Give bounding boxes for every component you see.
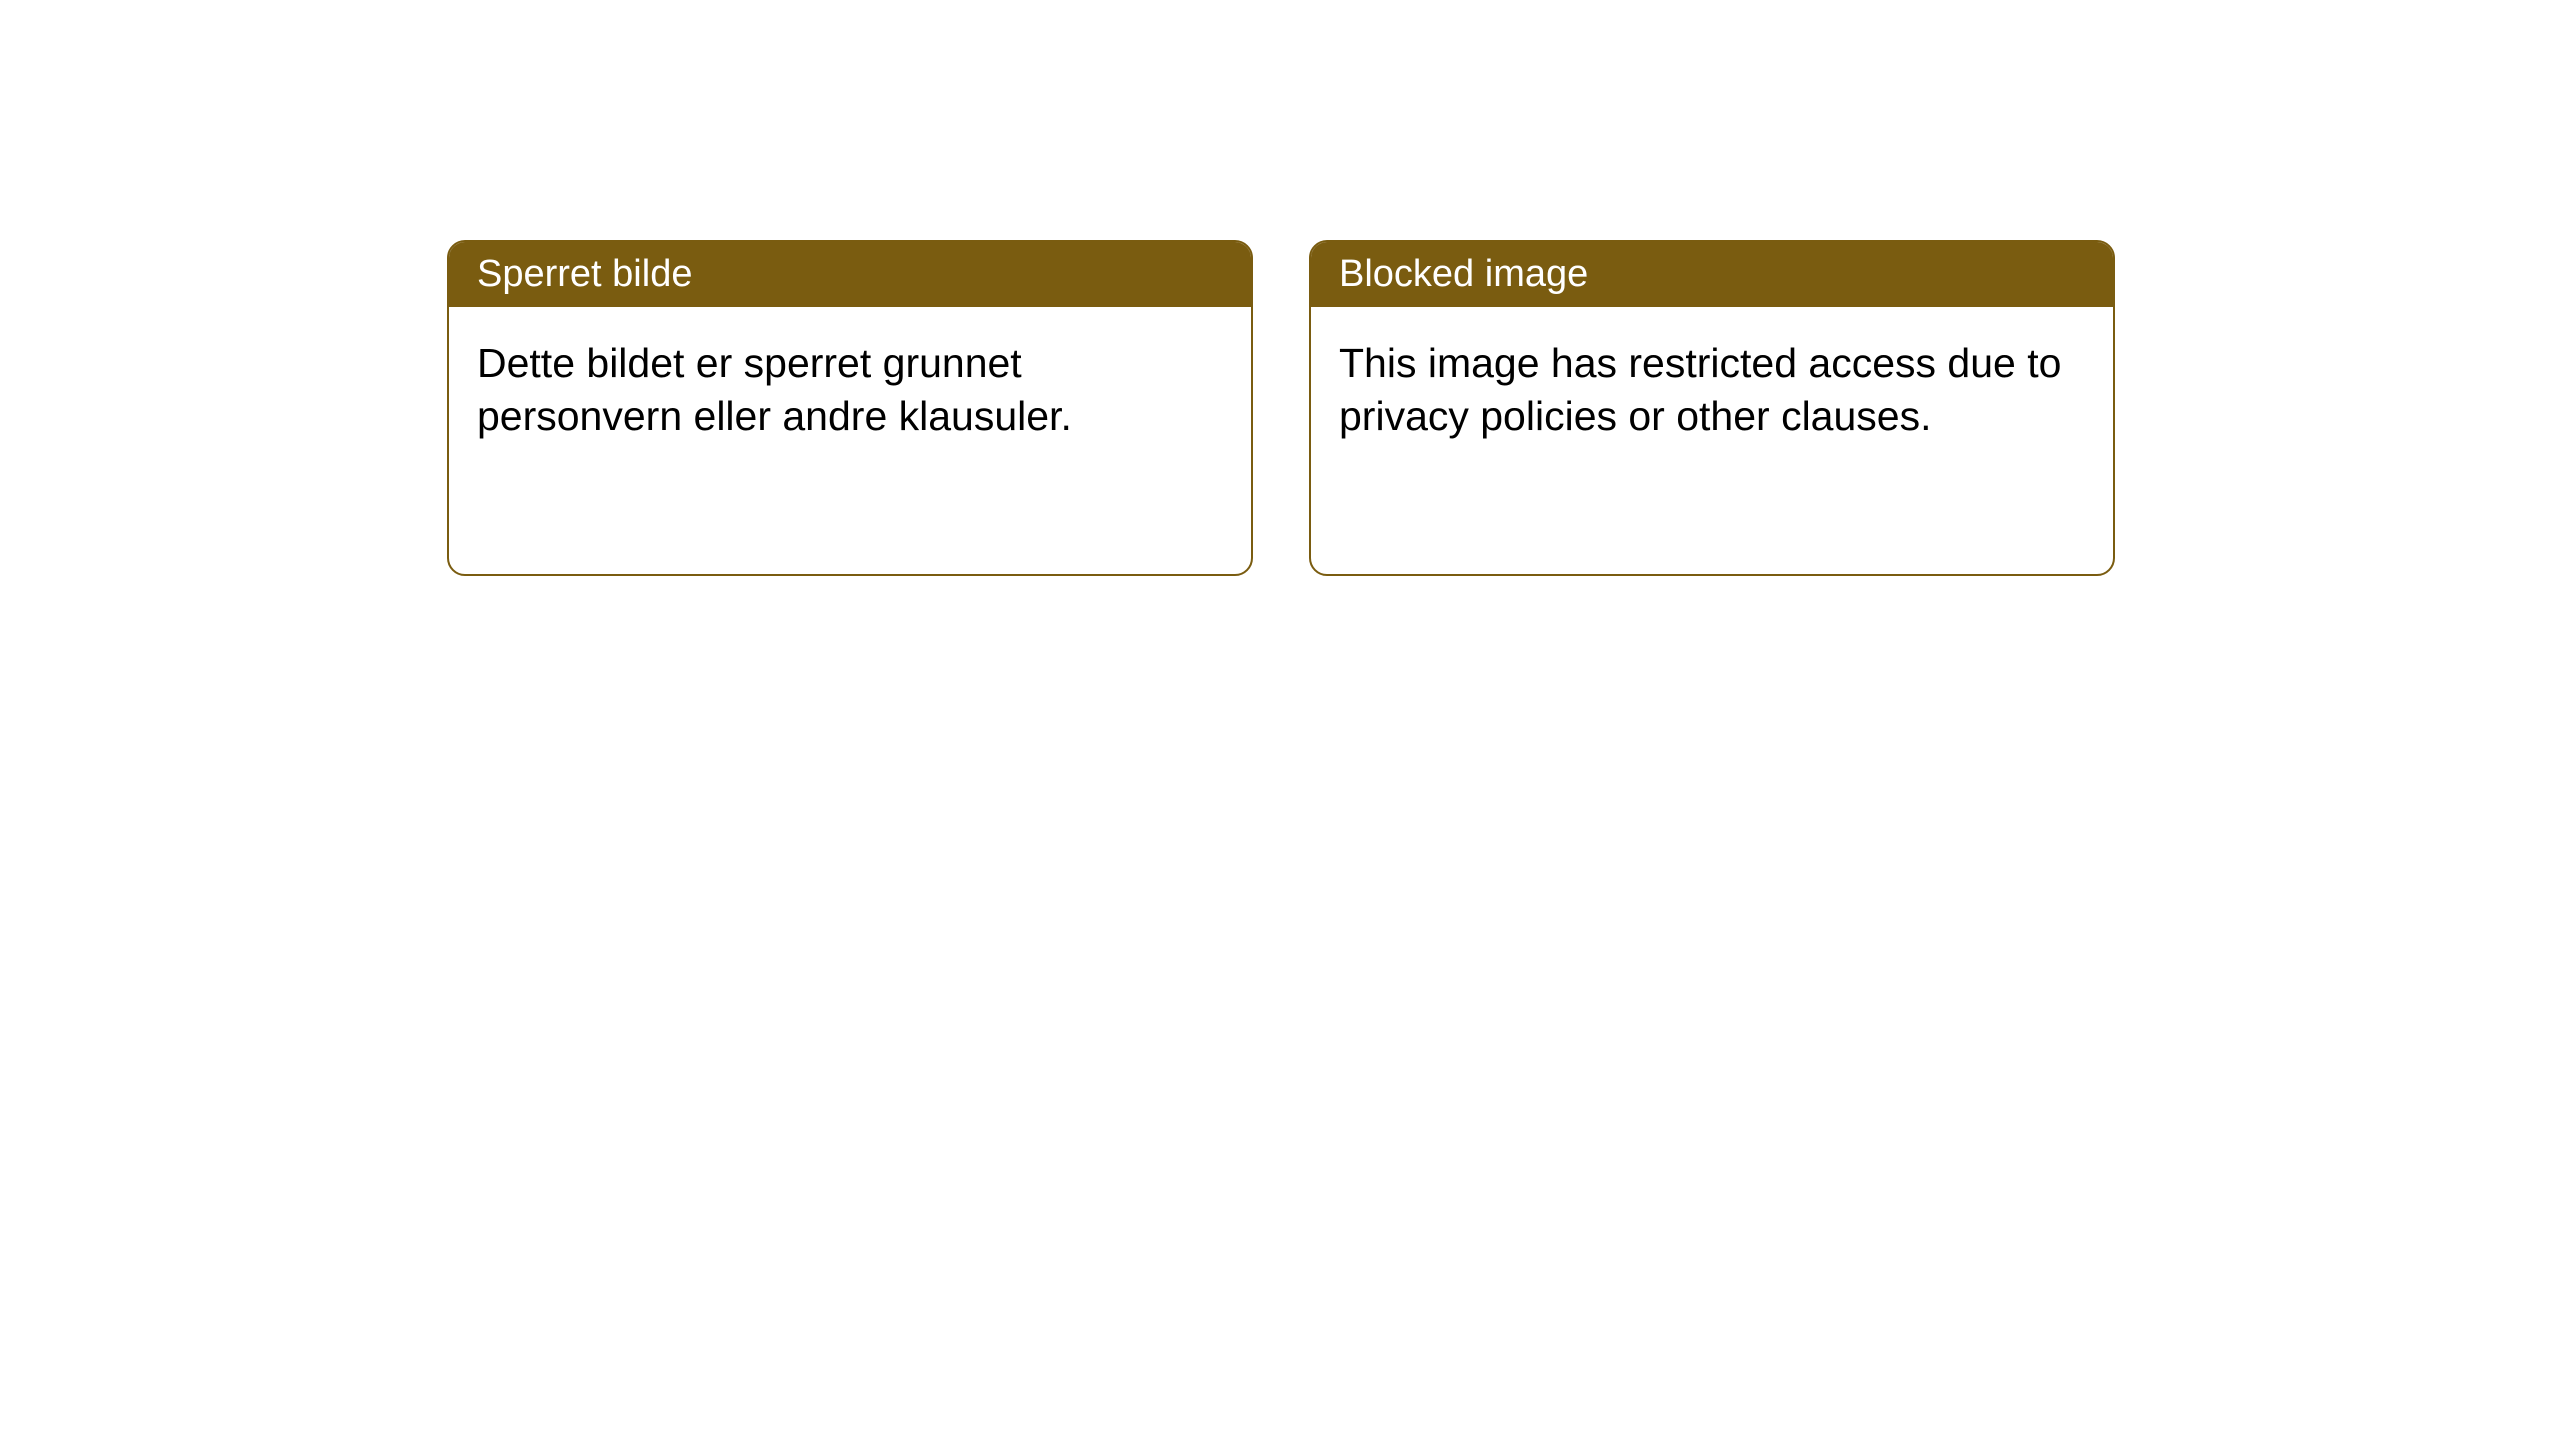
card-body: This image has restricted access due to …: [1311, 307, 2113, 472]
card-header: Blocked image: [1311, 242, 2113, 307]
card-title: Sperret bilde: [477, 253, 692, 295]
card-header: Sperret bilde: [449, 242, 1251, 307]
card-body-text: This image has restricted access due to …: [1339, 340, 2061, 438]
notice-card-english: Blocked image This image has restricted …: [1309, 240, 2115, 576]
card-body: Dette bildet er sperret grunnet personve…: [449, 307, 1251, 472]
notice-container: Sperret bilde Dette bildet er sperret gr…: [447, 240, 2115, 576]
card-body-text: Dette bildet er sperret grunnet personve…: [477, 340, 1072, 438]
notice-card-norwegian: Sperret bilde Dette bildet er sperret gr…: [447, 240, 1253, 576]
card-title: Blocked image: [1339, 253, 1588, 295]
